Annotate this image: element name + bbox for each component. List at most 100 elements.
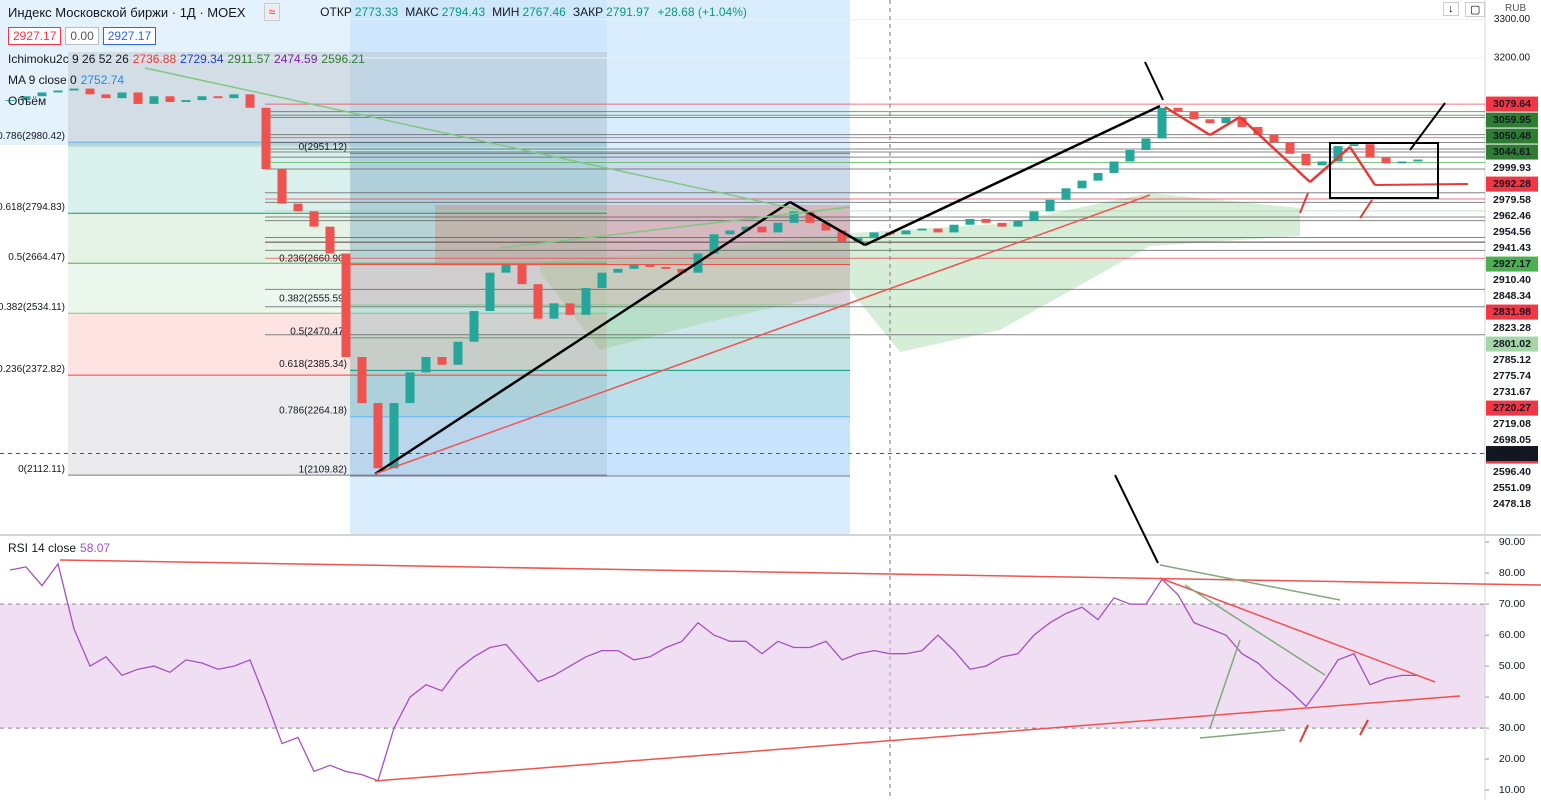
level-label: 2979.58 (1493, 194, 1531, 206)
ichimoku-cloud (540, 193, 1300, 352)
candle-body (981, 218, 991, 223)
candle-body (869, 232, 879, 239)
candle-body (133, 92, 143, 104)
candle-body (261, 107, 271, 170)
crosshair-label: 2168.44 (1493, 447, 1531, 459)
fib-label: 0.382(2534.11) (0, 302, 65, 313)
level-label: 2999.93 (1493, 162, 1531, 174)
drawing-line (1199, 729, 1286, 739)
drawing-line (59, 559, 1541, 586)
level-label-bg (1486, 272, 1538, 288)
drawing-line (1159, 564, 1341, 601)
candle-body (293, 203, 303, 212)
candle-body (1365, 144, 1375, 158)
drawing-line (1159, 577, 1436, 683)
rsi-tick-label: 10.00 (1499, 784, 1525, 796)
level-label-bg (1486, 304, 1538, 320)
candle-body (1077, 180, 1087, 189)
candle-body (1237, 117, 1247, 127)
drawing-line (1299, 724, 1309, 743)
level-label-bg (1486, 240, 1538, 256)
level-label: 2785.12 (1493, 354, 1531, 366)
indicator-value: 2596.21 (321, 52, 365, 66)
candle-body (565, 303, 575, 315)
rsi-last: 58.07 (80, 541, 111, 555)
candle-body (37, 92, 47, 97)
ohlc-value: 2794.43 (441, 5, 486, 19)
candle-body (1141, 138, 1151, 150)
candle-body (901, 230, 911, 235)
drawing-line (789, 200, 866, 247)
candle-body (645, 265, 655, 267)
fib-label: 0.5(2664.47) (8, 252, 65, 263)
candle-body (1045, 199, 1055, 212)
drawing-line (1348, 146, 1377, 186)
level-label: 2698.05 (1493, 434, 1531, 446)
price-box: 0.00 (65, 27, 99, 45)
level-label-bg (1486, 496, 1538, 512)
ohlc-name: МИН (492, 5, 520, 19)
drawing-line (1164, 105, 1211, 137)
fib-label: 0.786(2980.42) (0, 131, 65, 142)
drawing-line (1299, 192, 1309, 214)
rsi-legend: RSI 14 close 58.07 (8, 541, 110, 555)
candle-body (1029, 211, 1039, 221)
drawing-box (1329, 142, 1439, 199)
candle-body (757, 226, 767, 233)
candle-body (325, 226, 335, 254)
fib-label: 0(2112.11) (18, 464, 65, 475)
maximize-button[interactable]: ▢ (1465, 2, 1486, 17)
level-label: 2992.28 (1493, 178, 1531, 190)
level-label: 2954.56 (1493, 226, 1531, 238)
rsi-tick-label: 40.00 (1499, 691, 1525, 703)
level-label-bg (1486, 208, 1538, 224)
candle-body (1189, 111, 1199, 120)
date-range (0, 0, 607, 145)
drawing-line (864, 104, 1161, 247)
eye-toggle[interactable]: ≈ (263, 3, 281, 21)
candle-body (453, 341, 463, 365)
level-label: 3050.48 (1493, 130, 1531, 142)
candle-body (421, 357, 431, 373)
fib-zone (350, 305, 850, 338)
level-label-bg (1486, 384, 1538, 400)
level-label: 2720.27 (1493, 402, 1531, 414)
candle-body (805, 211, 815, 223)
drawing-line (1359, 719, 1369, 736)
candle-body (1221, 117, 1231, 124)
drawing-line (144, 67, 801, 211)
range-box (68, 52, 607, 147)
fib-label: 1(2109.82) (299, 465, 347, 476)
candle-body (837, 230, 847, 242)
price-box: 2927.17 (102, 27, 157, 45)
level-label-bg (1486, 128, 1538, 144)
candle-body (789, 211, 799, 223)
level-label-bg (1486, 480, 1538, 496)
level-label-bg (1486, 320, 1538, 336)
candle-body (1269, 134, 1279, 143)
candle-body (181, 100, 191, 103)
candle-body (149, 96, 159, 104)
candle-body (741, 226, 751, 231)
scale-button[interactable]: ↓ (1443, 2, 1459, 16)
drawing-line (1144, 61, 1164, 101)
fib-label: 0.618(2385.34) (279, 359, 347, 370)
ohlc-value: 2767.46 (522, 5, 566, 19)
rsi-tick-label: 50.00 (1499, 660, 1525, 672)
indicator-row: MA 9 close 0 2752.74 (8, 73, 124, 87)
fib-zone (68, 375, 607, 476)
level-label: 2596.40 (1493, 466, 1531, 478)
fib-zone (350, 416, 850, 477)
level-label-bg (1486, 112, 1538, 128)
candle-body (1253, 126, 1263, 135)
candle-body (1317, 161, 1327, 166)
rsi-band (0, 604, 1485, 729)
indicator-name: MA 9 close 0 (8, 73, 77, 87)
level-label-bg (1486, 416, 1538, 432)
candle-body (1125, 149, 1135, 162)
candle-body (1301, 153, 1311, 166)
level-label: 2801.02 (1493, 338, 1531, 350)
drawing-line (1209, 115, 1241, 137)
level-label: 2941.43 (1493, 242, 1531, 254)
